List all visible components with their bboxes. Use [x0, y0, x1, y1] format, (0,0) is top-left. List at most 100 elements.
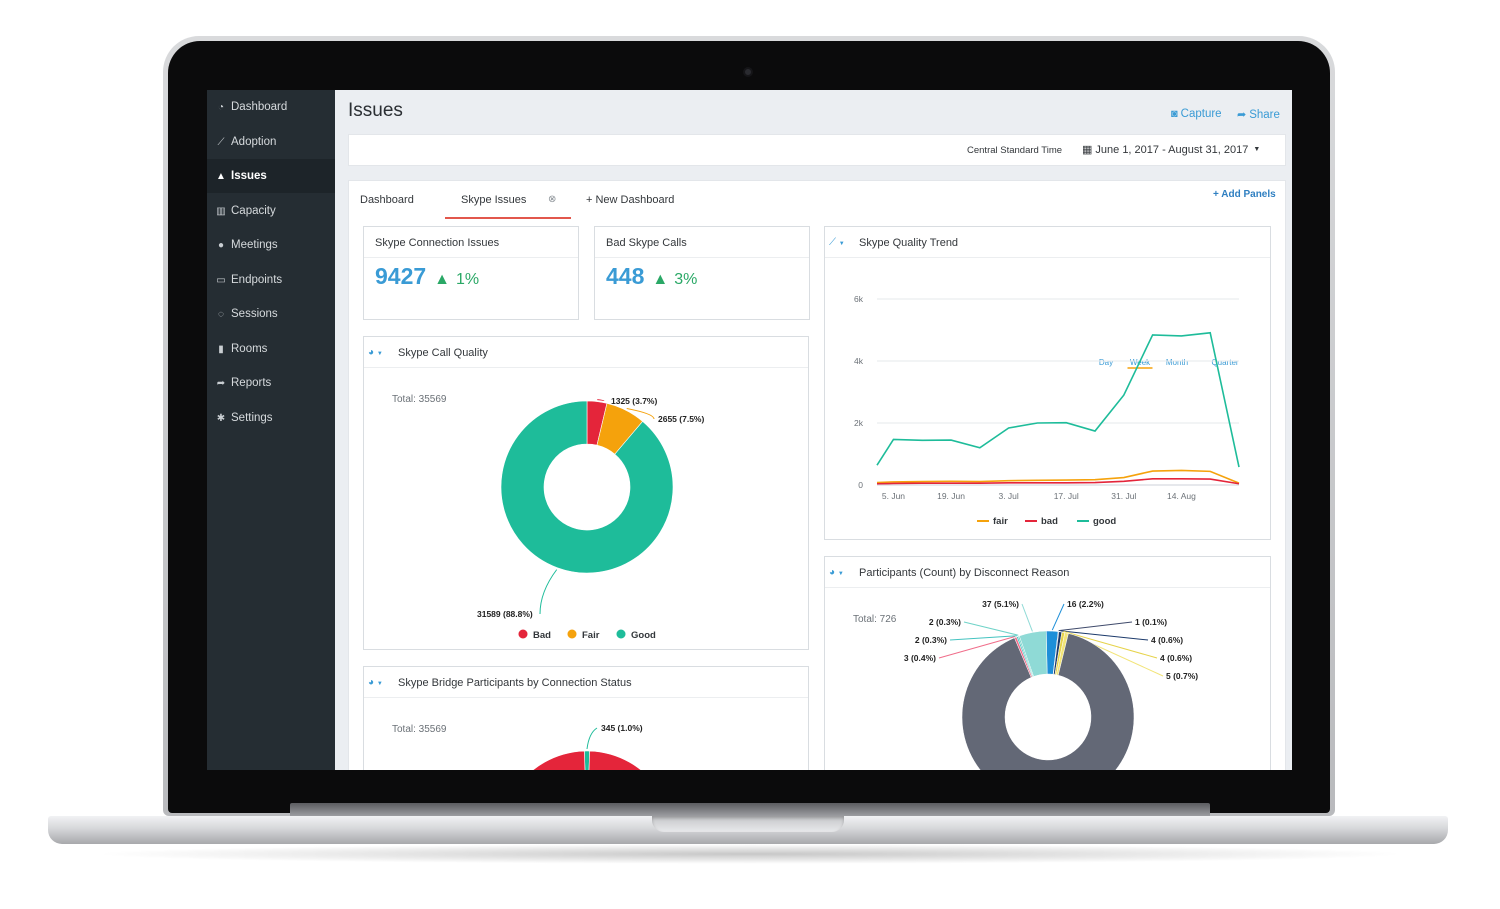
- slice-data-label: 4 (0.6%): [1151, 635, 1183, 645]
- granularity-option-week[interactable]: Week: [1130, 358, 1151, 367]
- sidebar-item-reports[interactable]: ➦ Reports: [207, 366, 335, 400]
- sidebar-item-label: Capacity: [231, 205, 276, 217]
- panel-title: Skype Call Quality: [398, 347, 488, 359]
- laptop-hinge: [290, 803, 1210, 816]
- slice-data-label: 345 (1.0%): [601, 723, 643, 733]
- pie-slice: [584, 750, 590, 770]
- dashboard-icon: ◔: [217, 101, 225, 113]
- sidebar-item-capacity[interactable]: ▥ Capacity: [207, 194, 335, 228]
- add-panels-button[interactable]: + Add Panels: [1213, 189, 1276, 200]
- x-tick-label: 14. Aug: [1167, 491, 1196, 501]
- sidebar-item-endpoints[interactable]: ▭ Endpoints: [207, 263, 335, 297]
- chat-icon: ◌: [218, 308, 224, 320]
- slice-leader-line: [1058, 621, 1133, 632]
- slice-data-label: 2 (0.3%): [929, 617, 961, 627]
- sidebar: ◔ Dashboard ⟋ Adoption ▲ Issues ▥ Capacity ●…: [207, 90, 335, 770]
- y-tick-label: 6k: [854, 294, 864, 304]
- gear-icon: ✱: [216, 412, 226, 424]
- sidebar-item-settings[interactable]: ✱ Settings: [207, 401, 335, 435]
- slice-leader-line: [586, 727, 598, 750]
- sidebar-item-label: Adoption: [231, 136, 277, 148]
- capture-button[interactable]: ◙ Capture: [1171, 108, 1222, 120]
- x-tick-label: 3. Jul: [998, 491, 1018, 501]
- laptop-notch: [652, 816, 844, 832]
- total-label: Total: 726: [853, 614, 897, 625]
- slice-data-label: 2655 (7.5%): [658, 414, 704, 424]
- building-icon: ▮: [218, 343, 224, 355]
- sidebar-item-adoption[interactable]: ⟋ Adoption: [207, 125, 335, 159]
- legend-label: Good: [631, 630, 656, 641]
- sidebar-item-label: Settings: [231, 412, 273, 424]
- y-tick-label: 0: [858, 480, 863, 490]
- slice-leader-line: [963, 621, 1019, 636]
- kpi-panel-bad-calls: Bad Skype Calls 448 ▲ 3%: [594, 226, 810, 320]
- x-tick-label: 17. Jul: [1054, 491, 1079, 501]
- share-arrow-icon: ➦: [1237, 109, 1247, 121]
- sidebar-item-label: Rooms: [231, 343, 268, 355]
- laptop-shadow: [90, 844, 1410, 864]
- active-tab-indicator: [445, 217, 571, 219]
- pie-slice: [532, 750, 642, 770]
- slice-leader-line: [938, 635, 1016, 659]
- slice-data-label: 16 (2.2%): [1067, 599, 1104, 609]
- sidebar-item-dashboard[interactable]: ◔ Dashboard: [207, 90, 335, 124]
- x-tick-label: 5. Jun: [882, 491, 905, 501]
- page-title: Issues: [348, 100, 403, 121]
- trend-up-icon: ▲: [434, 271, 451, 288]
- sidebar-item-label: Dashboard: [231, 101, 288, 113]
- pie-chart-icon[interactable]: ◕ ▼: [368, 677, 383, 688]
- slice-leader-line: [539, 569, 558, 615]
- share-arrow-icon: ➦: [216, 377, 226, 389]
- slice-leader-line: [949, 635, 1017, 641]
- total-label: Total: 35569: [392, 394, 447, 405]
- kpi-change: 1%: [456, 271, 480, 288]
- sidebar-item-sessions[interactable]: ◌ Sessions: [207, 297, 335, 331]
- kpi-value: 9427: [375, 263, 427, 289]
- quality-trend-line-chart: Day Week Month Quarter 0 2k 4k 6k 5. Jun 19. Jun 3…: [854, 294, 1240, 527]
- tab-skype-issues[interactable]: Skype Issues: [461, 194, 527, 206]
- sidebar-item-meetings[interactable]: ● Meetings: [207, 228, 335, 262]
- slice-data-label: 2 (0.3%): [915, 635, 947, 645]
- y-tick-label: 4k: [854, 356, 864, 366]
- sidebar-item-rooms[interactable]: ▮ Rooms: [207, 332, 335, 366]
- bar-chart-icon: ▥: [216, 205, 226, 217]
- legend-marker: [616, 629, 626, 639]
- line-chart-icon[interactable]: ⟋ ▼: [829, 237, 845, 248]
- capture-label: Capture: [1180, 108, 1222, 120]
- slice-leader-line: [1060, 630, 1149, 641]
- total-label: Total: 35569: [392, 724, 447, 735]
- share-button[interactable]: ➦ Share: [1237, 108, 1280, 122]
- monitor-icon: ▭: [216, 274, 226, 286]
- share-label: Share: [1249, 108, 1280, 121]
- legend-label: Fair: [582, 630, 600, 641]
- date-range-picker[interactable]: ▦ June 1, 2017 - August 31, 2017 ▼: [1082, 143, 1261, 157]
- panel-skype-quality-trend: ⟋ ▼ Skype Quality Trend Day Week Month Quar…: [824, 226, 1271, 540]
- pie-chart-icon[interactable]: ◕ ▼: [368, 347, 383, 358]
- slice-data-label: 1 (0.1%): [1135, 617, 1167, 627]
- pie-chart-icon[interactable]: ◕ ▼: [829, 567, 844, 578]
- app-screen: ◔ Dashboard ⟋ Adoption ▲ Issues ▥ Capacity ●…: [207, 90, 1292, 770]
- tab-new-dashboard[interactable]: + New Dashboard: [586, 194, 675, 206]
- bridge-participants-donut-chart: 345 (1.0%): [532, 723, 643, 770]
- tab-dashboard[interactable]: Dashboard: [360, 194, 414, 206]
- kpi-change: 3%: [674, 271, 698, 288]
- granularity-option-month[interactable]: Month: [1166, 358, 1188, 367]
- camera-icon: ◙: [1171, 108, 1178, 120]
- call-quality-donut-chart: 1325 (3.7%)2655 (7.5%) 31589 (88.8%) Bad Fa…: [477, 396, 704, 641]
- pie-slice: [1018, 630, 1048, 677]
- granularity-option-day[interactable]: Day: [1099, 358, 1113, 367]
- sidebar-item-issues[interactable]: ▲ Issues: [207, 159, 335, 193]
- close-tab-icon[interactable]: ⊗: [548, 194, 557, 205]
- panel-title: Skype Quality Trend: [859, 237, 959, 249]
- granularity-option-quarter[interactable]: Quarter: [1211, 358, 1238, 367]
- slice-leader-line: [1063, 630, 1158, 659]
- y-tick-label: 2k: [854, 418, 864, 428]
- panel-disconnect-reason: ◕ ▼ Participants (Count) by Disconnect R…: [824, 556, 1271, 770]
- legend-label: Bad: [533, 630, 551, 641]
- legend-marker: [518, 629, 528, 639]
- slice-leader-line: [597, 399, 605, 402]
- sidebar-item-label: Endpoints: [231, 274, 283, 286]
- panel-title: Skype Connection Issues: [375, 237, 500, 249]
- caret-down-icon: ▼: [1253, 146, 1261, 153]
- x-tick-label: 31. Jul: [1111, 491, 1136, 501]
